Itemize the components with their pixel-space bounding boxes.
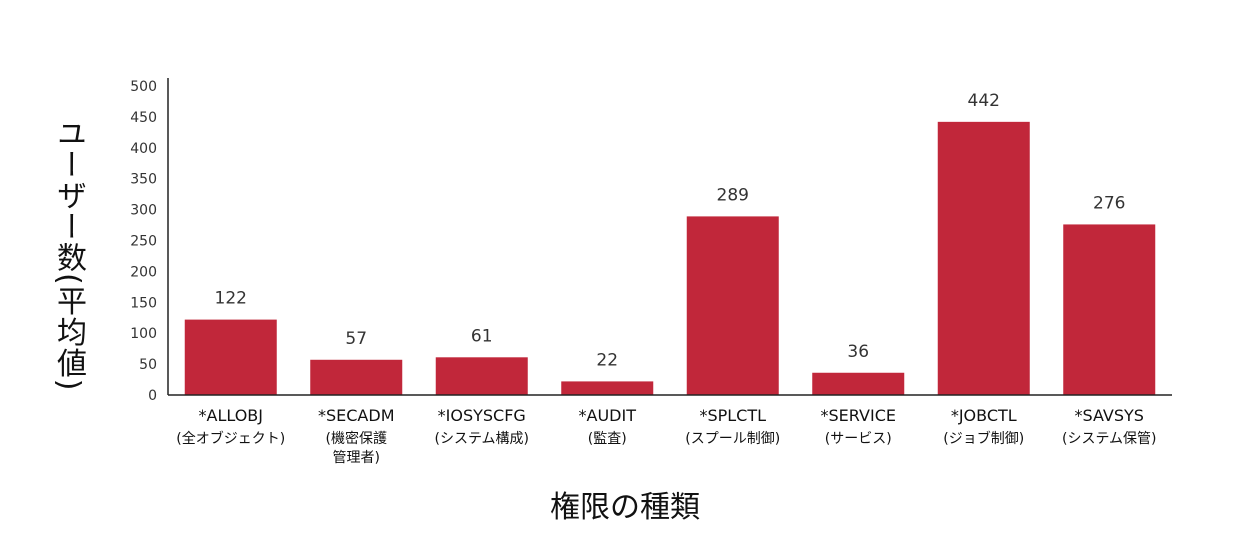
x-tick-label: *SECADM (318, 406, 395, 425)
x-tick-description: (ジョブ制御) (943, 430, 1024, 447)
x-tick-label: *SPLCTL (699, 406, 766, 425)
bar-value-label: 442 (968, 91, 1000, 111)
y-tick-label: 150 (130, 295, 157, 311)
x-tick-label: *JOBCTL (951, 406, 1017, 425)
bar (310, 359, 403, 395)
x-tick-label: *SERVICE (821, 406, 896, 425)
bar (686, 216, 779, 395)
bar-value-label: 61 (471, 326, 493, 346)
y-axis-ticks: 0 50 100 150 200 250 300 350 400 450 500 (130, 79, 157, 404)
x-tick-description: (システム構成) (434, 431, 529, 447)
x-tick-label: *SAVSYS (1075, 406, 1144, 425)
y-axis-label: ユーザー数(平均値) (51, 118, 86, 392)
bar-value-label: 122 (215, 289, 247, 309)
x-tick-description: (サービス) (825, 431, 892, 447)
y-tick-label: 500 (130, 79, 157, 95)
y-tick-label: 0 (148, 388, 157, 404)
x-axis-label: 権限の種類 (550, 490, 700, 525)
x-tick-label: *ALLOBJ (199, 406, 264, 425)
y-tick-label: 200 (130, 264, 157, 280)
bar (435, 357, 528, 395)
x-tick-description: (システム保管) (1062, 431, 1157, 447)
y-tick-label: 50 (139, 357, 157, 373)
bar-value-labels: 122 57 61 22 289 36 442 276 (215, 91, 1126, 371)
x-tick-label: *IOSYSCFG (438, 406, 526, 425)
y-tick-label: 400 (130, 141, 157, 157)
y-axis-label-container: ユーザー数(平均値) (42, 105, 94, 405)
x-tick-description: (監査) (588, 430, 627, 447)
y-tick-label: 250 (130, 234, 157, 250)
bar-value-label: 22 (596, 350, 618, 370)
bar-value-label: 36 (847, 342, 869, 362)
y-tick-label: 350 (130, 172, 157, 188)
y-tick-label: 450 (130, 110, 157, 126)
bar-value-label: 276 (1093, 193, 1125, 213)
bar-value-label: 289 (717, 185, 749, 205)
bar-value-label: 57 (345, 329, 367, 349)
x-tick-label: *AUDIT (579, 406, 637, 425)
y-tick-label: 100 (130, 326, 157, 342)
y-tick-label: 300 (130, 203, 157, 219)
x-tick-description: (機密保護 (326, 430, 387, 447)
x-tick-description: 管理者) (333, 450, 380, 466)
x-tick-description: (スプール制御) (685, 431, 780, 447)
bars (184, 121, 1156, 396)
x-tick-description: (全オブジェクト) (176, 430, 285, 447)
bar (937, 121, 1030, 396)
bar (561, 381, 654, 395)
bar (1063, 224, 1156, 395)
bar (812, 372, 905, 395)
bar (184, 319, 277, 395)
